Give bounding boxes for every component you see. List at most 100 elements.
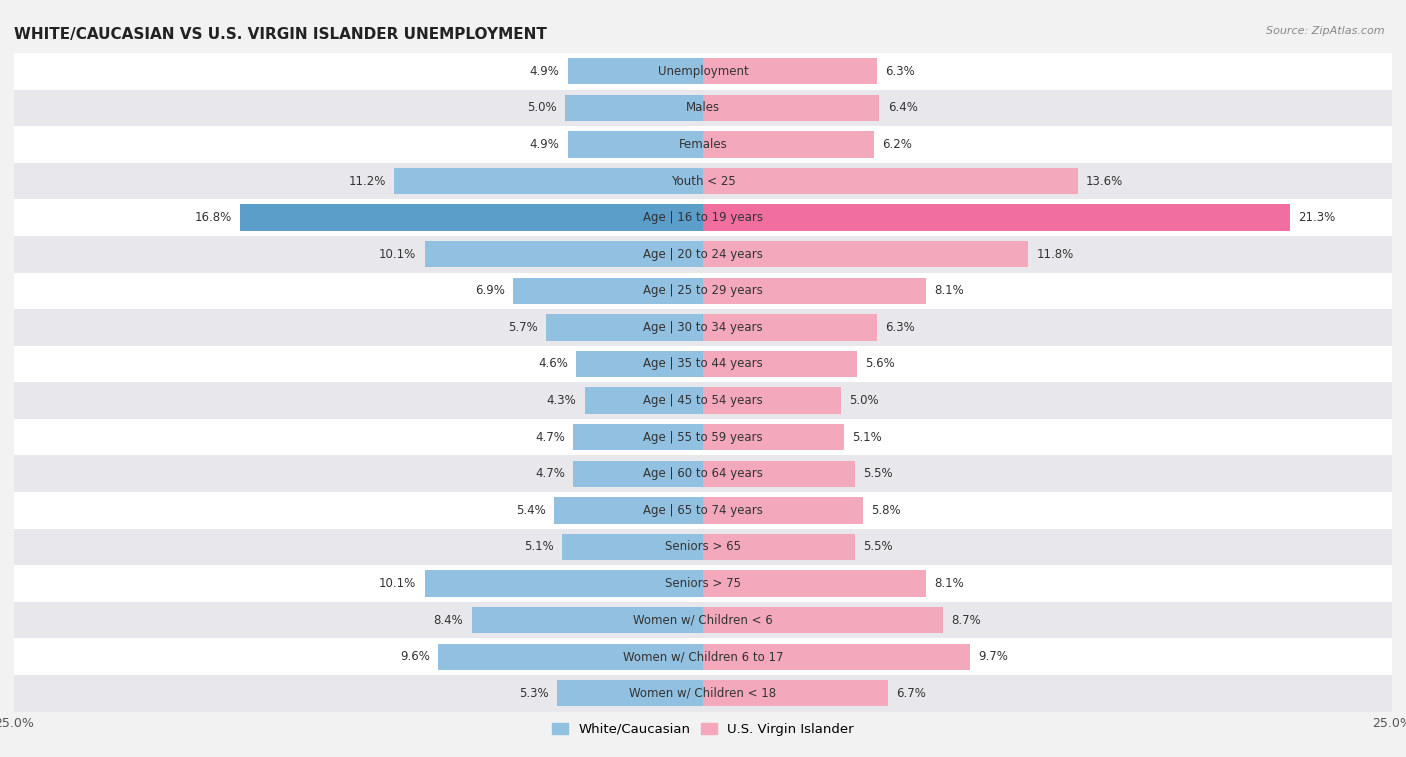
Text: Seniors > 65: Seniors > 65	[665, 540, 741, 553]
Bar	[554, 497, 703, 524]
Bar	[14, 273, 1392, 309]
Text: Age | 35 to 44 years: Age | 35 to 44 years	[643, 357, 763, 370]
Text: 4.3%: 4.3%	[547, 394, 576, 407]
Text: Age | 16 to 19 years: Age | 16 to 19 years	[643, 211, 763, 224]
Text: 4.9%: 4.9%	[530, 138, 560, 151]
Text: Women w/ Children < 6: Women w/ Children < 6	[633, 614, 773, 627]
Bar	[565, 95, 703, 121]
Text: 4.6%: 4.6%	[538, 357, 568, 370]
Bar	[703, 350, 858, 377]
Text: 8.1%: 8.1%	[935, 577, 965, 590]
Text: 5.0%: 5.0%	[849, 394, 879, 407]
Bar	[240, 204, 703, 231]
Text: Age | 55 to 59 years: Age | 55 to 59 years	[643, 431, 763, 444]
Text: 8.7%: 8.7%	[950, 614, 981, 627]
Bar	[394, 168, 703, 195]
Text: Seniors > 75: Seniors > 75	[665, 577, 741, 590]
Bar	[14, 309, 1392, 346]
Text: 4.9%: 4.9%	[530, 65, 560, 78]
Bar	[14, 382, 1392, 419]
Text: 13.6%: 13.6%	[1085, 175, 1123, 188]
Text: Age | 20 to 24 years: Age | 20 to 24 years	[643, 248, 763, 260]
Bar	[703, 278, 927, 304]
Bar	[574, 424, 703, 450]
Bar	[576, 350, 703, 377]
Bar	[14, 565, 1392, 602]
Text: 4.7%: 4.7%	[536, 431, 565, 444]
Bar	[703, 314, 876, 341]
Text: 5.8%: 5.8%	[872, 504, 901, 517]
Text: 4.7%: 4.7%	[536, 467, 565, 480]
Text: 5.5%: 5.5%	[863, 540, 893, 553]
Bar	[703, 204, 1289, 231]
Text: 6.7%: 6.7%	[896, 687, 925, 699]
Bar	[14, 456, 1392, 492]
Text: 11.2%: 11.2%	[349, 175, 387, 188]
Text: Females: Females	[679, 138, 727, 151]
Bar	[568, 58, 703, 85]
Text: 10.1%: 10.1%	[380, 577, 416, 590]
Bar	[14, 126, 1392, 163]
Bar	[425, 570, 703, 597]
Text: Women w/ Children < 18: Women w/ Children < 18	[630, 687, 776, 699]
Text: 8.4%: 8.4%	[433, 614, 463, 627]
Text: Age | 60 to 64 years: Age | 60 to 64 years	[643, 467, 763, 480]
Text: 5.1%: 5.1%	[524, 540, 554, 553]
Bar	[703, 460, 855, 487]
Bar	[703, 168, 1078, 195]
Text: 9.6%: 9.6%	[401, 650, 430, 663]
Bar	[14, 419, 1392, 456]
Bar	[703, 424, 844, 450]
Bar	[14, 528, 1392, 565]
Text: 6.4%: 6.4%	[887, 101, 918, 114]
Bar	[585, 388, 703, 414]
Text: 5.3%: 5.3%	[519, 687, 548, 699]
Text: 16.8%: 16.8%	[194, 211, 232, 224]
Bar	[703, 58, 876, 85]
Text: 11.8%: 11.8%	[1036, 248, 1074, 260]
Text: 5.5%: 5.5%	[863, 467, 893, 480]
Text: 5.6%: 5.6%	[866, 357, 896, 370]
Text: 5.4%: 5.4%	[516, 504, 546, 517]
Text: 8.1%: 8.1%	[935, 285, 965, 298]
Bar	[703, 388, 841, 414]
Bar	[703, 607, 943, 634]
Bar	[14, 89, 1392, 126]
Text: 5.0%: 5.0%	[527, 101, 557, 114]
Bar	[703, 131, 875, 157]
Text: Males: Males	[686, 101, 720, 114]
Bar	[703, 534, 855, 560]
Bar	[14, 638, 1392, 675]
Bar	[703, 570, 927, 597]
Bar	[14, 236, 1392, 273]
Bar	[14, 346, 1392, 382]
Bar	[562, 534, 703, 560]
Bar	[513, 278, 703, 304]
Text: 5.7%: 5.7%	[508, 321, 537, 334]
Text: 9.7%: 9.7%	[979, 650, 1008, 663]
Bar	[703, 241, 1028, 267]
Text: Unemployment: Unemployment	[658, 65, 748, 78]
Text: 6.3%: 6.3%	[884, 65, 915, 78]
Bar	[703, 497, 863, 524]
Bar	[14, 492, 1392, 528]
Bar	[703, 643, 970, 670]
Text: Age | 65 to 74 years: Age | 65 to 74 years	[643, 504, 763, 517]
Legend: White/Caucasian, U.S. Virgin Islander: White/Caucasian, U.S. Virgin Islander	[547, 718, 859, 741]
Text: Youth < 25: Youth < 25	[671, 175, 735, 188]
Bar	[703, 95, 879, 121]
Text: 6.3%: 6.3%	[884, 321, 915, 334]
Bar	[14, 163, 1392, 199]
Bar	[574, 460, 703, 487]
Text: 10.1%: 10.1%	[380, 248, 416, 260]
Bar	[14, 602, 1392, 638]
Text: Source: ZipAtlas.com: Source: ZipAtlas.com	[1267, 26, 1385, 36]
Text: 21.3%: 21.3%	[1298, 211, 1336, 224]
Text: Women w/ Children 6 to 17: Women w/ Children 6 to 17	[623, 650, 783, 663]
Bar	[439, 643, 703, 670]
Text: Age | 30 to 34 years: Age | 30 to 34 years	[643, 321, 763, 334]
Bar	[14, 53, 1392, 89]
Bar	[14, 199, 1392, 236]
Bar	[471, 607, 703, 634]
Text: Age | 25 to 29 years: Age | 25 to 29 years	[643, 285, 763, 298]
